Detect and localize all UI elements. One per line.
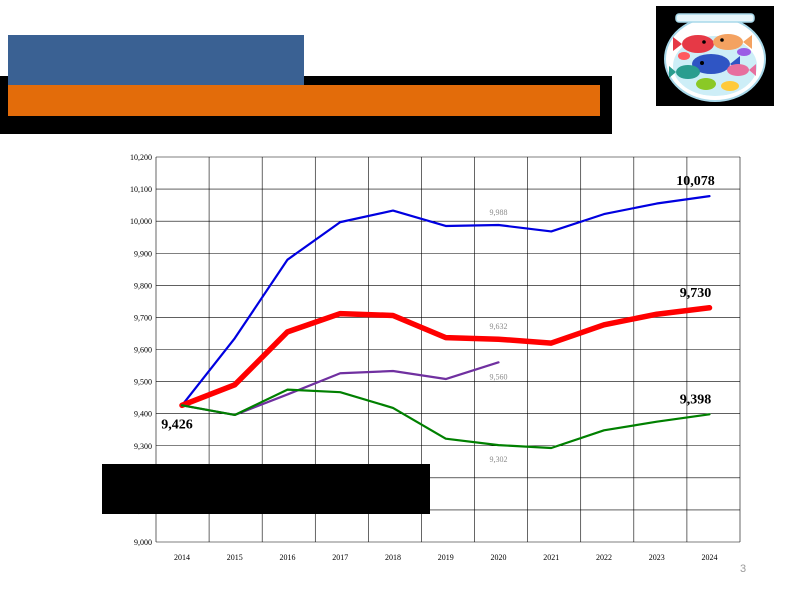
x-tick-label: 2017 [332,553,348,562]
y-tick-label: 10,200 [130,153,152,162]
data-label: 9,398 [680,392,712,407]
chart-data-labels: 10,078 9,730 9,398 9,426 9,988 9,632 9,560 9,30… [161,174,715,464]
data-label: 9,632 [490,322,508,331]
x-tick-label: 2022 [596,553,612,562]
y-tick-label: 9,700 [134,313,152,322]
x-tick-label: 2014 [174,553,190,562]
title-banner-blue [8,35,304,85]
series-line-0 [180,195,711,407]
data-label: 9,302 [490,455,508,464]
x-tick-label: 2018 [385,553,401,562]
x-tick-label: 2015 [227,553,243,562]
data-label: 9,426 [161,417,193,432]
x-tick-label: 2020 [491,553,507,562]
x-tick-label: 2024 [702,553,718,562]
y-tick-label: 9,300 [134,442,152,451]
chart-series [179,195,713,450]
data-label: 9,988 [490,208,508,217]
data-label: 9,560 [490,372,508,381]
y-tick-label: 9,900 [134,249,152,258]
y-tick-label: 9,000 [134,538,152,547]
x-tick-label: 2023 [649,553,665,562]
series-line-1 [179,305,713,409]
fishbowl-icon [656,6,774,106]
y-tick-label: 9,600 [134,346,152,355]
x-tick-label: 2016 [280,553,296,562]
page-number: 3 [740,563,747,575]
x-tick-label: 2019 [438,553,454,562]
y-tick-label: 10,100 [130,185,152,194]
y-tick-label: 9,500 [134,378,152,387]
legend-box [102,464,430,514]
x-tick-label: 2021 [543,553,559,562]
y-tick-label: 10,000 [130,217,152,226]
y-tick-label: 9,400 [134,410,152,419]
data-label: 10,078 [676,174,715,189]
title-banner-orange [8,85,600,116]
y-tick-label: 9,800 [134,281,152,290]
data-label: 9,730 [680,286,712,301]
series-line-3 [180,388,711,450]
